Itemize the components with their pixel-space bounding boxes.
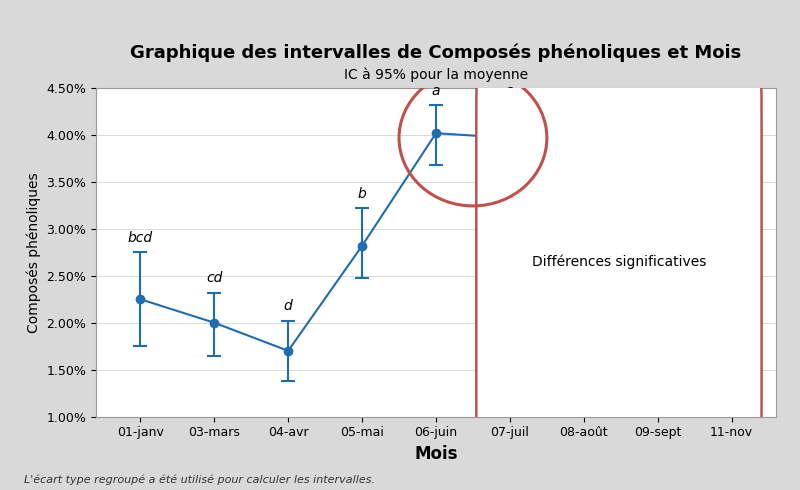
Text: bc: bc: [576, 236, 592, 249]
FancyBboxPatch shape: [476, 83, 762, 440]
Text: Graphique des intervalles de Composés phénoliques et Mois: Graphique des intervalles de Composés ph…: [130, 44, 742, 62]
Text: a: a: [432, 84, 440, 98]
Text: bcd: bcd: [719, 205, 744, 220]
X-axis label: Mois: Mois: [414, 445, 458, 463]
Text: IC à 95% pour la moyenne: IC à 95% pour la moyenne: [344, 67, 528, 82]
Text: b: b: [358, 187, 366, 201]
Y-axis label: Composés phénoliques: Composés phénoliques: [26, 172, 41, 333]
Text: cd: cd: [206, 271, 222, 285]
Text: Différences significatives: Différences significatives: [532, 254, 706, 269]
Text: L'écart type regroupé a été utilisé pour calculer les intervalles.: L'écart type regroupé a été utilisé pour…: [24, 475, 375, 485]
Text: bcd: bcd: [645, 249, 670, 264]
Text: a: a: [506, 84, 514, 98]
Text: d: d: [284, 299, 293, 313]
Text: bcd: bcd: [128, 231, 153, 245]
